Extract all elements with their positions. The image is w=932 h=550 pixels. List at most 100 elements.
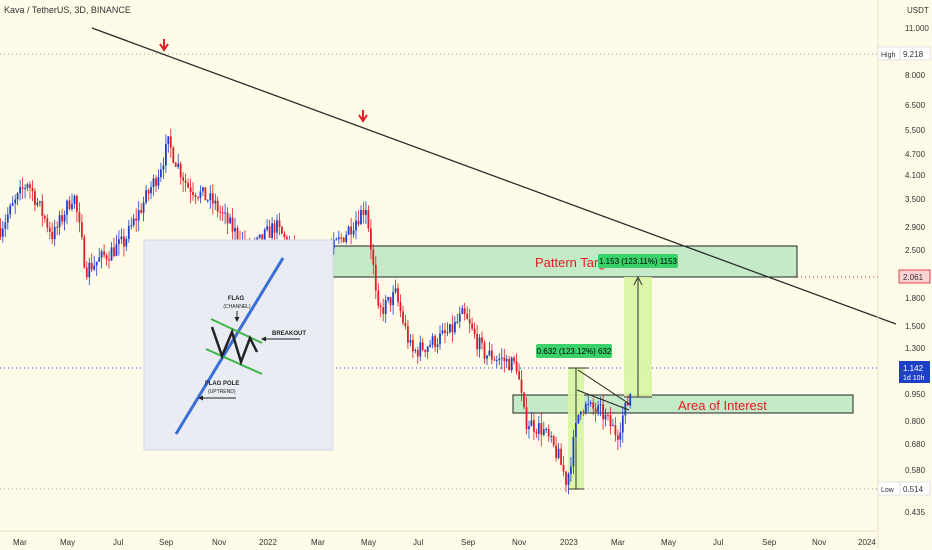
- candle-body: [189, 187, 192, 192]
- candle-body: [120, 236, 123, 240]
- candle-body: [261, 234, 264, 241]
- candle-body: [127, 225, 130, 239]
- time-tick: Nov: [512, 538, 526, 547]
- candle-body: [619, 432, 622, 440]
- measure-label-first-bg: [536, 344, 612, 358]
- candle-body: [53, 226, 56, 240]
- descending-trendline[interactable]: [91, 27, 897, 325]
- low-tag: Low: [881, 487, 895, 494]
- candle-body: [1, 228, 4, 237]
- candle-body: [545, 429, 548, 430]
- candle-body: [16, 193, 19, 200]
- candle-body: [347, 226, 350, 235]
- candle-body: [584, 403, 587, 413]
- candle-body: [404, 322, 407, 327]
- pole-sub-label: (UPTREND): [208, 389, 236, 395]
- candle-body: [167, 136, 170, 145]
- candle-body: [365, 210, 367, 215]
- time-tick: May: [361, 538, 376, 547]
- candle-body: [355, 220, 357, 231]
- candle-body: [155, 178, 157, 186]
- candle-body: [221, 212, 224, 214]
- candle-body: [471, 323, 473, 329]
- candle-body: [607, 414, 609, 416]
- candle-body: [4, 222, 7, 229]
- candle-body: [206, 200, 209, 202]
- candle-body: [528, 426, 530, 430]
- target-price-value: 2.061: [903, 273, 924, 282]
- candle-body: [533, 420, 535, 432]
- candle-body: [374, 264, 377, 291]
- candle-body: [229, 217, 231, 224]
- candle-body: [555, 445, 557, 458]
- candle-body: [392, 291, 394, 306]
- current-price-value: 1.142: [903, 364, 924, 373]
- candle-body: [219, 211, 222, 213]
- candle-body: [449, 324, 451, 333]
- candle-body: [68, 200, 71, 209]
- candle-body: [493, 359, 496, 361]
- candle-body: [263, 229, 266, 241]
- candle-body: [209, 193, 212, 201]
- candle-body: [412, 340, 414, 352]
- candle-body: [481, 337, 483, 343]
- candle-body: [414, 350, 417, 352]
- candle-body: [283, 233, 286, 238]
- candle-body: [426, 346, 429, 352]
- candle-body: [500, 357, 503, 359]
- candle-body: [621, 415, 624, 433]
- price-axis[interactable]: 11.000 8.000 6.500 5.500 4.700 4.100 3.5…: [877, 0, 931, 550]
- candle-body: [118, 239, 120, 245]
- candle-body: [589, 402, 592, 404]
- candle-body: [461, 308, 464, 314]
- candle-body: [367, 210, 370, 229]
- candle-body: [192, 192, 194, 195]
- candle-body: [125, 238, 128, 247]
- candle-body: [51, 232, 54, 239]
- candle-body: [463, 308, 466, 314]
- candle-body: [34, 191, 36, 206]
- candle-body: [362, 210, 365, 215]
- candle-body: [123, 236, 125, 247]
- candle-body: [194, 195, 197, 198]
- time-tick: Sep: [159, 538, 174, 547]
- candle-body: [224, 212, 226, 214]
- bull-flag-diagram: FLAG (CHANNEL) BREAKOUT FLAG POLE (UPTRE…: [143, 239, 334, 451]
- candle-body: [63, 214, 66, 222]
- flag-pole-line: [174, 257, 285, 435]
- area-of-interest-label: Area of Interest: [678, 398, 767, 413]
- candle-body: [85, 267, 88, 278]
- candle-body: [431, 336, 434, 345]
- candle-body: [609, 415, 612, 426]
- candle-body: [629, 394, 632, 406]
- time-tick: Nov: [812, 538, 826, 547]
- candle-body: [113, 247, 115, 256]
- pattern-target-zone[interactable]: [332, 245, 798, 278]
- candle-body: [503, 357, 506, 362]
- candle-body: [389, 297, 392, 306]
- price-tick: 4.100: [905, 171, 926, 180]
- price-tick: 8.000: [905, 71, 926, 80]
- candle-body: [594, 408, 597, 412]
- candle-body: [216, 200, 219, 212]
- candle-body: [379, 305, 382, 308]
- candle-body: [337, 237, 340, 240]
- candle-body: [429, 344, 431, 347]
- candle-body: [271, 223, 273, 238]
- price-tick: 11.000: [905, 24, 929, 33]
- candle-body: [357, 220, 360, 225]
- candle-body: [599, 404, 602, 406]
- candle-body: [73, 195, 76, 204]
- candle-body: [614, 425, 617, 436]
- candle-body: [182, 177, 184, 181]
- price-tick: 0.950: [905, 390, 926, 399]
- time-axis[interactable]: Mar May Jul Sep Nov 2022 Mar May Jul Sep…: [0, 530, 878, 547]
- candle-body: [19, 187, 21, 194]
- candle-body: [444, 330, 446, 333]
- time-tick: Jul: [413, 538, 423, 547]
- arrow-down-icon: [159, 39, 169, 52]
- candle-body: [407, 326, 409, 343]
- candle-body: [90, 262, 93, 270]
- candle-body: [177, 163, 180, 167]
